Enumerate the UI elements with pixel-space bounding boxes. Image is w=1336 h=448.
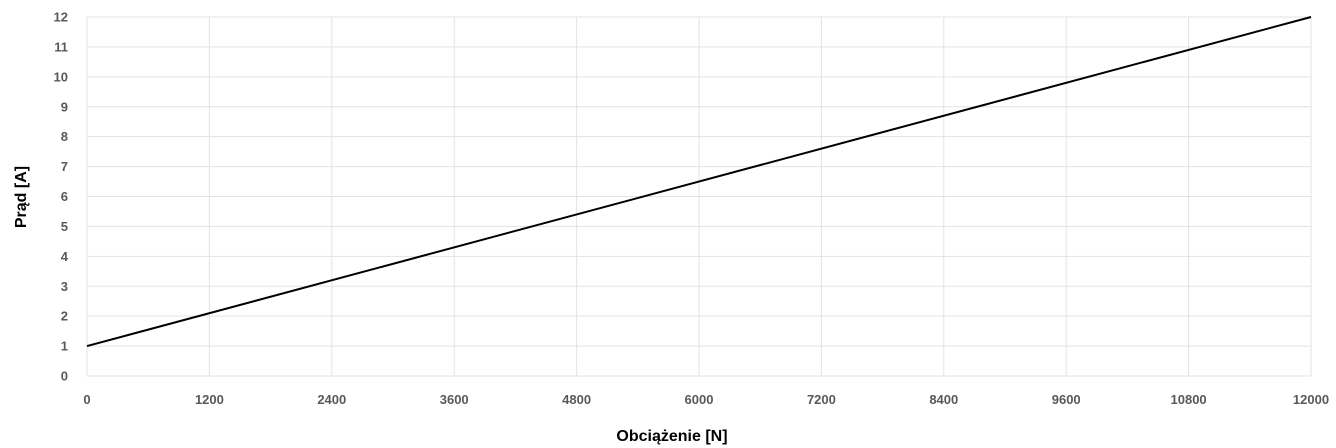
series-line bbox=[86, 16, 1312, 348]
y-tick-label: 10 bbox=[54, 69, 68, 84]
x-tick-label: 3600 bbox=[440, 392, 469, 407]
y-tick-label: 4 bbox=[61, 249, 69, 264]
plot-series bbox=[86, 16, 1312, 348]
y-tick-label: 8 bbox=[61, 129, 68, 144]
x-tick-label: 1200 bbox=[195, 392, 224, 407]
y-tick-label: 1 bbox=[61, 339, 68, 354]
y-tick-label: 12 bbox=[54, 10, 68, 25]
x-tick-label: 4800 bbox=[562, 392, 591, 407]
y-tick-label: 3 bbox=[61, 279, 68, 294]
x-tick-label: 10800 bbox=[1171, 392, 1207, 407]
gridlines bbox=[86, 16, 1312, 377]
x-tick-label: 9600 bbox=[1052, 392, 1081, 407]
y-tick-label: 9 bbox=[61, 99, 68, 114]
x-tick-label: 2400 bbox=[317, 392, 346, 407]
y-tick-label: 6 bbox=[61, 189, 68, 204]
y-axis-title: Prąd [A] bbox=[13, 166, 30, 228]
y-tick-label: 7 bbox=[61, 159, 68, 174]
x-tick-label: 7200 bbox=[807, 392, 836, 407]
y-tick-label: 11 bbox=[54, 39, 68, 54]
x-tick-label: 6000 bbox=[685, 392, 714, 407]
y-tick-label: 0 bbox=[61, 369, 68, 384]
x-tick-label: 12000 bbox=[1293, 392, 1329, 407]
x-tick-label: 0 bbox=[83, 392, 90, 407]
x-axis-ticks: 0 1200 2400 3600 4800 6000 7200 8400 9600 10800 12… bbox=[83, 392, 1329, 407]
x-tick-label: 8400 bbox=[929, 392, 958, 407]
y-tick-label: 5 bbox=[61, 219, 68, 234]
x-axis-title: Obciążenie [N] bbox=[616, 428, 727, 445]
y-tick-label: 2 bbox=[61, 309, 68, 324]
